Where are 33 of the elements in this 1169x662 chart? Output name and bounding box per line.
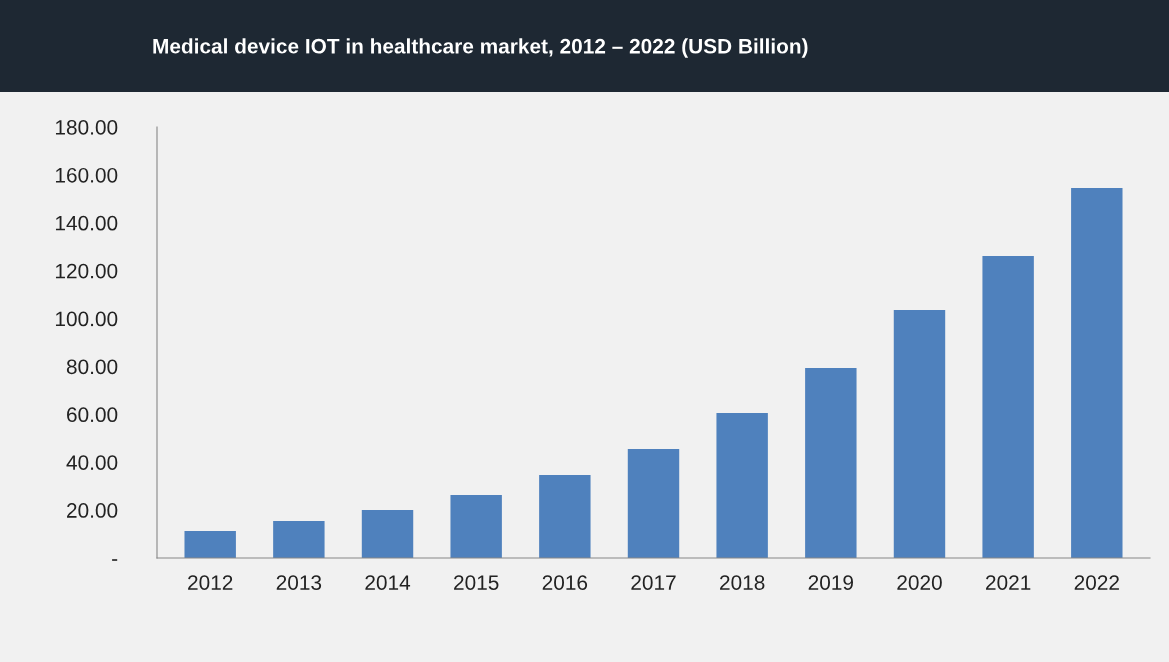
- x-tick-label: 2014: [365, 575, 411, 590]
- x-tick-label: 2021: [986, 575, 1031, 590]
- x-tick-label: 2017: [631, 575, 676, 590]
- x-tick-label: 2019: [808, 575, 854, 590]
- y-tick-label: 40.00: [66, 455, 118, 470]
- x-tick-label: 2015: [454, 575, 499, 590]
- y-tick-label: 160.00: [55, 167, 118, 183]
- x-tick-label: 2016: [542, 575, 588, 590]
- bar: [361, 510, 414, 558]
- y-tick-label: 100.00: [55, 311, 118, 327]
- y-tick-label: 180.00: [55, 120, 118, 135]
- x-tick-label: 2012: [188, 575, 233, 590]
- y-tick-label: -: [112, 559, 118, 561]
- bar: [273, 520, 325, 558]
- bar: [450, 495, 502, 558]
- bar: [627, 449, 680, 558]
- y-tick-label: 60.00: [67, 407, 118, 423]
- y-tick-label: 120.00: [55, 263, 118, 279]
- x-tick-label: 2013: [276, 575, 322, 590]
- bar: [805, 367, 857, 558]
- y-tick-label: 20.00: [67, 503, 118, 518]
- bar: [1071, 188, 1123, 558]
- x-tick-label: 2022: [1074, 575, 1119, 590]
- x-tick-label: 2018: [720, 575, 765, 590]
- bar: [716, 412, 768, 558]
- bar: [539, 474, 591, 558]
- y-tick-label: 140.00: [55, 215, 118, 231]
- y-tick-label: 80.00: [66, 359, 118, 375]
- x-tick-label: 2020: [897, 575, 942, 590]
- bar: [893, 309, 946, 558]
- bar: [184, 530, 236, 558]
- chart-title: Medical device IOT in healthcare market, 2012 – 2022 (USD Billion): [153, 38, 808, 58]
- bar: [982, 256, 1034, 558]
